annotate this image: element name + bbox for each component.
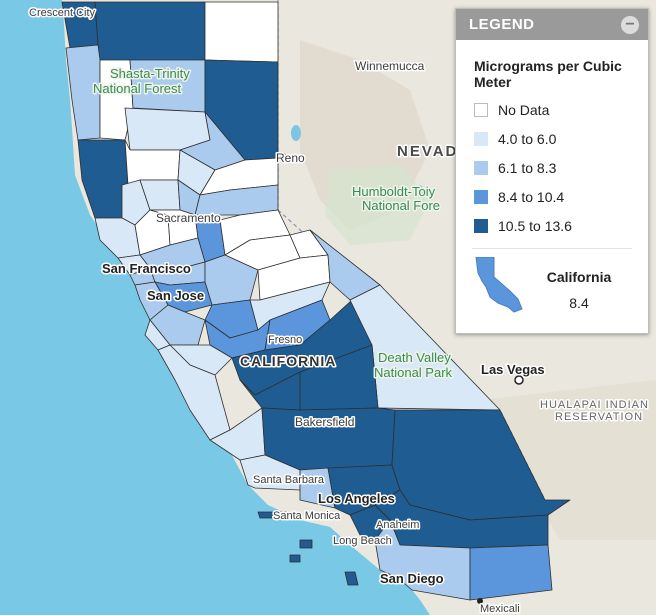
legend-state-value: 8.4: [569, 295, 589, 311]
city-dot: [514, 375, 524, 385]
california-counties: [61, 1, 571, 601]
forest-shading: [325, 165, 430, 245]
legend-swatch: [474, 189, 488, 204]
label-national-forest: National Forest: [93, 81, 182, 96]
legend-swatch: [474, 131, 488, 146]
legend-swatch: [474, 218, 488, 233]
legend-row-bin4: 10.5 to 13.6: [474, 214, 648, 237]
label-las-vegas: Las Vegas: [481, 362, 545, 377]
label-mexicali: Mexicali: [480, 603, 520, 615]
county-imperial[interactable]: [469, 544, 553, 601]
label-bakersfield: Bakersfield: [295, 415, 354, 429]
legend-header: LEGEND −: [456, 9, 648, 40]
legend-unit-label: Micrograms per Cubic Meter: [474, 58, 622, 90]
label-los-angeles: Los Angeles: [318, 491, 395, 506]
legend-collapse-button[interactable]: −: [621, 15, 639, 34]
legend-state-summary: California 8.4: [456, 249, 648, 321]
legend-title: LEGEND: [469, 16, 535, 33]
label-san-jose: San Jose: [147, 288, 204, 303]
legend-state-name: California: [546, 269, 612, 285]
county-mono[interactable]: [309, 229, 381, 301]
label-humboldt: Humboldt-Toiy: [352, 184, 436, 199]
channel-island: [257, 511, 293, 519]
label-long-beach: Long Beach: [333, 535, 392, 547]
county-ventura[interactable]: [299, 467, 336, 509]
california-shape-icon: [475, 257, 523, 313]
county-inyo[interactable]: [349, 284, 501, 411]
county-modoc[interactable]: [204, 1, 279, 63]
legend-swatch: [474, 102, 488, 117]
legend-row-bin2: 6.1 to 8.3: [474, 156, 648, 179]
county-siskiyou[interactable]: [94, 1, 206, 63]
label-sacramento: Sacramento: [156, 211, 221, 225]
legend-label: 6.1 to 8.3: [498, 159, 557, 176]
legend-label: 4.0 to 6.0: [498, 130, 557, 147]
legend-label: 10.5 to 13.6: [498, 217, 572, 234]
label-anaheim: Anaheim: [376, 519, 419, 531]
label-shasta-trinity: Shasta-Trinity: [110, 66, 190, 81]
legend-separator: [472, 248, 632, 249]
label-california: CALIFORNIA: [240, 353, 336, 369]
legend-label: No Data: [498, 101, 550, 118]
legend-swatch: [474, 160, 488, 175]
label-fresno: Fresno: [268, 334, 302, 346]
legend-row-no-data: No Data: [474, 98, 648, 121]
legend-row-bin3: 8.4 to 10.4: [474, 185, 648, 208]
label-santa-monica: Santa Monica: [273, 510, 341, 522]
label-death-valley: Death Valley: [378, 350, 451, 365]
channel-island: [344, 571, 359, 586]
label-reservation: RESERVATION: [555, 411, 643, 423]
label-crescent-city: Crescent City: [29, 7, 96, 19]
map-labels: Crescent City Winnemucca Shasta-Trinity …: [28, 6, 650, 615]
label-santa-barbara: Santa Barbara: [253, 474, 325, 486]
lake: [417, 185, 423, 195]
label-hualapai: HUALAPAI INDIAN: [540, 399, 649, 411]
lake: [291, 125, 301, 141]
legend-row-bin1: 4.0 to 6.0: [474, 127, 648, 150]
city-dot: [280, 153, 286, 159]
channel-island: [289, 554, 301, 563]
label-nevada: NEVAD: [397, 143, 458, 160]
label-winnemucca: Winnemucca: [355, 59, 425, 73]
label-national-fore: National Fore: [362, 198, 440, 213]
city-dot: [477, 598, 483, 604]
label-san-diego: San Diego: [380, 571, 444, 586]
legend-panel: LEGEND − Micrograms per Cubic Meter No D…: [455, 8, 649, 334]
legend-label: 8.4 to 10.4: [498, 188, 565, 205]
county-tehama[interactable]: [124, 107, 211, 151]
label-national-park: National Park: [374, 365, 453, 380]
label-san-francisco: San Francisco: [102, 261, 191, 276]
channel-island: [299, 539, 313, 549]
desert-shading: [480, 380, 656, 540]
label-reno: Reno: [276, 151, 305, 165]
